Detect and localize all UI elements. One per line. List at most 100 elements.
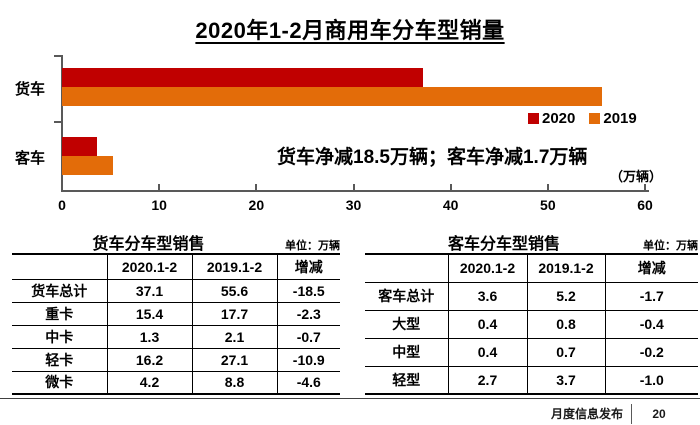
table-cell: 55.6 [191, 279, 277, 302]
x-axis-tick-label: 50 [540, 197, 556, 213]
table-row: 货车总计 37.1 55.6 -18.5 [12, 279, 340, 302]
table-cell: 轻卡 [45, 351, 74, 368]
bus-table-title-row: 客车分车型销售 单位：万辆 [365, 230, 698, 253]
legend-swatch-2019 [589, 113, 601, 124]
x-axis-tick [255, 184, 258, 192]
table-cell: 3.7 [526, 366, 605, 394]
x-axis-tick-label: 10 [151, 197, 167, 213]
table-cell: 0.4 [447, 310, 527, 338]
table-row: 轻型 2.7 3.7 -1.0 [365, 366, 698, 394]
x-axis-tick [449, 184, 452, 192]
bar-2020 [62, 68, 423, 87]
table-cell: 17.7 [191, 302, 277, 325]
page-number: 20 [652, 406, 666, 421]
table-cell: 轻型 [392, 371, 421, 388]
table-cell: 0.4 [447, 338, 527, 366]
table-cell: 货车总计 [31, 282, 88, 299]
table-cell: 2.7 [447, 366, 527, 394]
table-cell: 3.6 [447, 282, 527, 310]
table-row: 中型 0.4 0.7 -0.2 [365, 338, 698, 366]
bus-table: 2020.1-2 2019.1-2 增减客车总计 3.6 5.2 -1.7 大型 0.4 0.8… [365, 253, 698, 395]
table-row: 微卡 4.2 8.8 -4.6 [12, 371, 340, 394]
y-axis-tick [54, 121, 62, 123]
bar-2019 [62, 87, 603, 106]
table-cell: -4.6 [276, 371, 340, 394]
column-header: 增减 [604, 254, 698, 282]
footer: 月度信息发布 20 [0, 398, 700, 425]
bar-2019 [62, 156, 113, 175]
legend-label: 2019 [603, 110, 637, 127]
table-row: 客车总计 3.6 5.2 -1.7 [365, 282, 698, 310]
column-header: 2019.1-2 [191, 254, 277, 279]
page-title: 2020年1-2月商用车分车型销量 [195, 18, 505, 43]
truck-table-unit: 单位：万辆 [285, 240, 340, 252]
footer-label: 月度信息发布 [550, 407, 623, 421]
category-label: 货车 [14, 81, 45, 98]
x-axis [61, 190, 649, 192]
table-cell: 0.8 [526, 310, 605, 338]
table-cell: -1.0 [604, 366, 698, 394]
table-cell: 4.2 [106, 371, 192, 394]
legend-swatch-2020 [528, 113, 539, 124]
x-axis-tick-label: 60 [637, 197, 653, 213]
x-axis-tick [546, 184, 549, 192]
header-row: 2020.1-2 2019.1-2 增减 [365, 254, 698, 282]
x-axis-tick [158, 184, 161, 192]
table-cell: 重卡 [45, 305, 74, 322]
table-row: 大型 0.4 0.8 -0.4 [365, 310, 698, 338]
category-label: 客车 [14, 150, 45, 167]
table-cell: -10.9 [276, 348, 340, 371]
table-cell: 客车总计 [378, 288, 435, 304]
table-cell: -0.2 [604, 338, 698, 366]
column-header: 2020.1-2 [447, 254, 527, 282]
legend: 2020 2019 [528, 110, 637, 127]
chart-annotation: 货车净减18.5万辆；客车净减1.7万辆 [277, 147, 588, 168]
bus-table-block: 客车分车型销售 单位：万辆 2020.1-2 2019.1-2 增减客车总计 3.6 5… [365, 230, 698, 395]
table-cell: 8.8 [191, 371, 277, 394]
truck-table-block: 货车分车型销售 单位：万辆 2020.1-2 2019.1-2 增减货车总计 37.1… [12, 230, 340, 395]
x-axis-tick [61, 184, 63, 192]
table-cell: 0.7 [526, 338, 605, 366]
table-cell: 大型 [392, 316, 421, 332]
bus-table-title: 客车分车型销售 [447, 236, 560, 253]
footer-divider [631, 403, 632, 424]
column-header: 增减 [276, 254, 340, 279]
bus-table-unit: 单位：万辆 [643, 240, 698, 252]
x-axis-tick-label: 40 [442, 197, 459, 213]
x-axis-tick [644, 184, 646, 192]
table-cell: 中卡 [45, 328, 74, 345]
x-axis-tick-label: 0 [58, 197, 66, 213]
legend-label: 2020 [542, 110, 576, 127]
table-row: 重卡 15.4 17.7 -2.3 [12, 302, 340, 325]
truck-table-title: 货车分车型销售 [92, 236, 205, 253]
table-cell: -2.3 [276, 302, 340, 325]
column-header: 2020.1-2 [106, 254, 192, 279]
x-axis-tick-label: 20 [248, 197, 265, 213]
truck-table-title-row: 货车分车型销售 单位：万辆 [12, 230, 340, 253]
x-axis-tick [352, 184, 355, 192]
table-cell: 37.1 [106, 279, 192, 302]
column-header: 2019.1-2 [526, 254, 605, 282]
table-cell: 15.4 [106, 302, 192, 325]
axis-unit-label: （万辆） [609, 169, 662, 184]
table-cell: -1.7 [604, 282, 698, 310]
bar-2020 [62, 137, 97, 156]
table-row: 中卡 1.3 2.1 -0.7 [12, 325, 340, 348]
header-row: 2020.1-2 2019.1-2 增减 [12, 254, 340, 279]
x-axis-tick-label: 30 [345, 197, 362, 213]
truck-table: 2020.1-2 2019.1-2 增减货车总计 37.1 55.6 -18.5 重卡 15.… [12, 253, 340, 395]
column-header [365, 254, 448, 282]
table-cell: 微卡 [45, 374, 74, 391]
table-cell: -18.5 [276, 279, 340, 302]
table-cell: 16.2 [106, 348, 192, 371]
table-cell: 2.1 [191, 325, 277, 348]
y-axis [61, 55, 63, 192]
table-cell: -0.4 [604, 310, 698, 338]
table-cell: 5.2 [526, 282, 605, 310]
table-cell: 1.3 [106, 325, 192, 348]
legend-item-2020: 2020 [528, 110, 575, 127]
table-cell: 中型 [392, 344, 421, 360]
column-header [12, 254, 107, 279]
table-cell: -0.7 [276, 325, 340, 348]
